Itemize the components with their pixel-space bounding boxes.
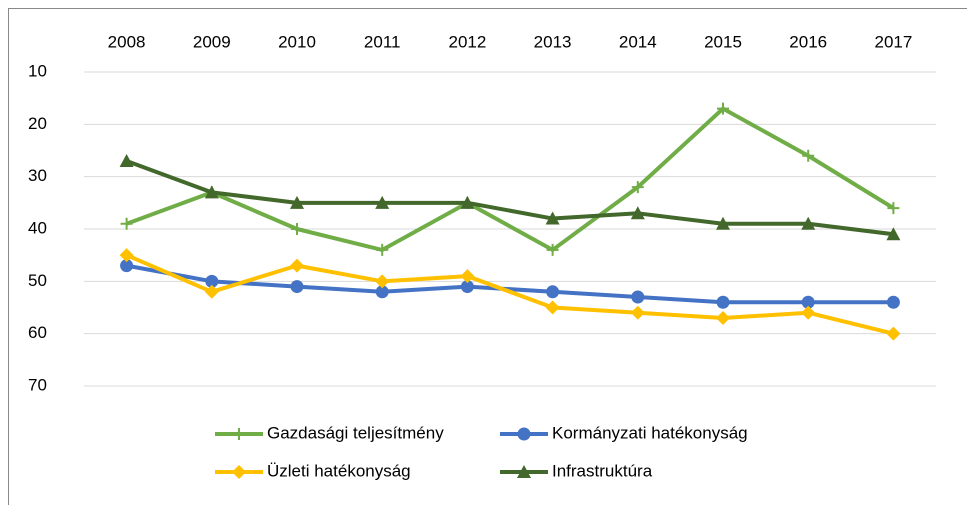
marker bbox=[801, 305, 816, 320]
marker bbox=[290, 195, 304, 209]
legend-label: Kormányzati hatékonyság bbox=[552, 423, 748, 442]
marker bbox=[545, 300, 560, 315]
marker bbox=[716, 310, 730, 325]
marker bbox=[204, 284, 219, 299]
x-tick-label: 2008 bbox=[108, 32, 146, 51]
marker bbox=[630, 206, 645, 220]
marker bbox=[886, 227, 901, 241]
marker bbox=[232, 465, 246, 479]
marker bbox=[802, 149, 815, 162]
marker bbox=[460, 195, 475, 209]
marker bbox=[801, 295, 815, 309]
marker bbox=[376, 243, 389, 256]
x-tick-label: 2016 bbox=[789, 32, 827, 51]
marker bbox=[120, 217, 133, 230]
marker bbox=[546, 243, 559, 256]
legend-label: Infrastruktúra bbox=[552, 461, 653, 480]
marker bbox=[205, 274, 219, 288]
y-tick-label: 30 bbox=[28, 166, 47, 185]
marker bbox=[545, 211, 560, 225]
marker bbox=[886, 295, 900, 309]
marker bbox=[375, 285, 389, 299]
x-tick-label: 2012 bbox=[448, 32, 486, 51]
marker bbox=[375, 274, 390, 289]
x-tick-label: 2013 bbox=[534, 32, 572, 51]
y-tick-label: 40 bbox=[28, 218, 47, 237]
marker bbox=[460, 269, 475, 284]
marker bbox=[517, 427, 531, 441]
marker bbox=[631, 290, 645, 304]
marker bbox=[204, 185, 219, 199]
series-line bbox=[125, 106, 895, 252]
marker bbox=[517, 465, 531, 478]
marker bbox=[716, 216, 730, 230]
series-line bbox=[125, 253, 894, 336]
y-tick-label: 10 bbox=[28, 61, 47, 80]
marker bbox=[119, 153, 134, 167]
series-line bbox=[126, 263, 894, 305]
x-tick-label: 2015 bbox=[704, 32, 742, 51]
marker bbox=[375, 195, 390, 209]
legend-label: Gazdasági teljesítmény bbox=[267, 423, 444, 442]
marker bbox=[716, 295, 730, 309]
marker bbox=[290, 280, 304, 294]
marker bbox=[460, 280, 474, 294]
marker bbox=[717, 102, 729, 115]
marker bbox=[630, 305, 645, 320]
legend-label: Üzleti hatékonyság bbox=[267, 461, 411, 480]
x-tick-label: 2014 bbox=[619, 32, 657, 51]
y-tick-label: 60 bbox=[28, 323, 47, 342]
marker bbox=[119, 248, 134, 263]
marker bbox=[801, 216, 816, 230]
series-line bbox=[125, 159, 894, 237]
x-tick-label: 2010 bbox=[278, 32, 316, 51]
marker bbox=[546, 285, 560, 299]
marker bbox=[886, 326, 901, 341]
chart-border bbox=[8, 8, 967, 505]
marker bbox=[290, 258, 304, 273]
marker bbox=[291, 223, 303, 235]
y-tick-label: 70 bbox=[28, 375, 47, 394]
marker bbox=[631, 181, 644, 194]
marker bbox=[120, 259, 134, 273]
x-tick-label: 2017 bbox=[874, 32, 912, 51]
x-tick-label: 2009 bbox=[193, 32, 231, 51]
x-tick-label: 2011 bbox=[364, 32, 401, 51]
y-tick-label: 20 bbox=[28, 114, 47, 133]
y-tick-label: 50 bbox=[28, 271, 47, 290]
marker bbox=[233, 428, 245, 440]
marker bbox=[887, 202, 900, 215]
